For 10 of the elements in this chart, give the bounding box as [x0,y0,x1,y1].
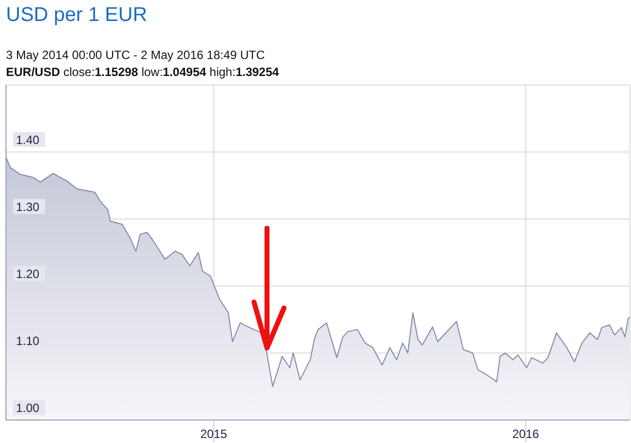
chart-title: USD per 1 EUR [6,4,148,27]
chart-subtitle: 3 May 2014 00:00 UTC - 2 May 2016 18:49 UTC [6,48,265,62]
y-tick-label: 1.20 [16,267,40,281]
y-tick-label: 1.10 [16,334,40,348]
y-tick-label: 1.30 [16,200,40,214]
x-tick-label: 2015 [200,427,228,441]
text: EUR/USD close:1.15298 low:1.04954 high:1.39254 [6,65,279,79]
y-tick-label: 1.00 [16,401,40,415]
x-tick-label: 2016 [512,427,540,441]
y-tick-label: 1.40 [16,133,40,147]
